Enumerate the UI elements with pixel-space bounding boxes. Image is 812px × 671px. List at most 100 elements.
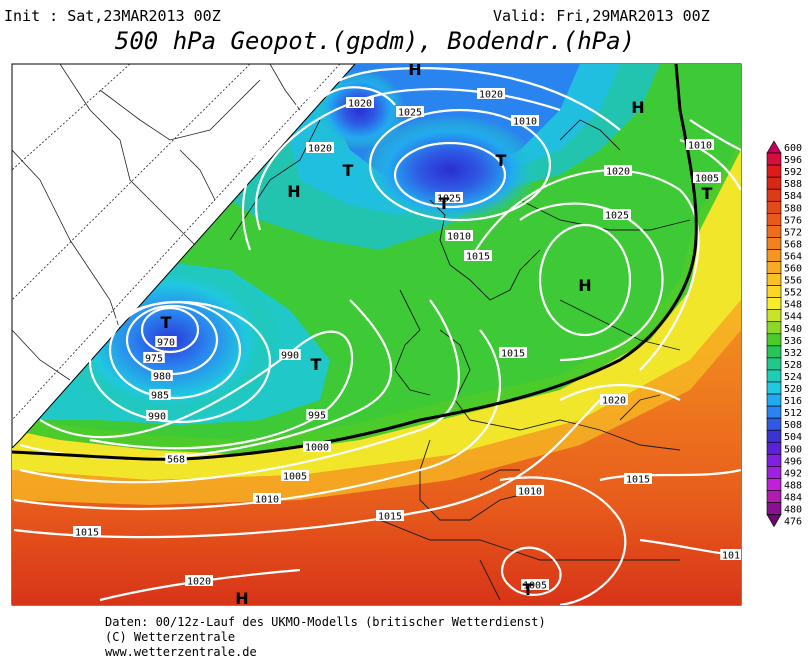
low-pressure-center: T <box>702 184 713 203</box>
legend-label: 572 <box>784 227 802 238</box>
legend-label: 524 <box>784 372 802 383</box>
legend-swatch <box>766 237 782 250</box>
pressure-label: 1020 <box>606 167 630 178</box>
pressure-label-bg <box>155 336 177 347</box>
pressure-label: 1020 <box>479 90 503 101</box>
legend-swatch <box>766 261 782 274</box>
high-pressure-center: H <box>578 276 591 295</box>
legend-swatch <box>766 140 782 154</box>
legend-label: 480 <box>784 505 802 516</box>
legend-label: 592 <box>784 167 802 178</box>
pressure-label-bg <box>693 172 721 183</box>
legend-swatch <box>766 285 782 298</box>
legend-swatch <box>766 478 782 491</box>
pressure-label-bg <box>281 470 309 481</box>
pressure-label-bg <box>435 192 463 203</box>
legend-label: 576 <box>784 215 802 226</box>
pressure-label-bg <box>165 453 187 464</box>
pressure-label-bg <box>686 139 714 150</box>
legend-label: 492 <box>784 468 802 479</box>
pressure-label-bg <box>146 410 168 421</box>
pressure-label: 995 <box>308 411 326 422</box>
legend-label: 596 <box>784 155 802 166</box>
legend-label: 520 <box>784 384 802 395</box>
legend-label: 516 <box>784 396 802 407</box>
pressure-label: 1005 <box>695 174 719 185</box>
legend-swatch <box>766 273 782 286</box>
legend-swatch <box>766 200 782 214</box>
pressure-label: 1025 <box>605 211 629 222</box>
legend-swatch <box>766 225 782 238</box>
low-pressure-center: T <box>311 355 322 374</box>
pressure-label: 1015 <box>378 512 402 523</box>
pressure-label: 1015 <box>466 252 490 263</box>
pressure-label: 990 <box>281 351 299 362</box>
legend-swatch <box>766 393 782 407</box>
pressure-label-bg <box>720 549 741 560</box>
pressure-label: 1025 <box>437 194 461 205</box>
pressure-label: 1020 <box>348 99 372 110</box>
legend-swatch <box>766 309 782 323</box>
low-pressure-center: T <box>439 194 450 213</box>
legend-swatch <box>766 441 782 455</box>
legend-label: 556 <box>784 276 802 287</box>
legend-swatch <box>766 453 782 467</box>
pressure-label: 1020 <box>308 144 332 155</box>
legend-swatch <box>766 249 782 262</box>
pressure-label: 1020 <box>187 577 211 588</box>
pressure-centers: H T H T T H T H T T T H <box>161 64 713 608</box>
pressure-label-bg <box>511 115 539 126</box>
legend-label: 560 <box>784 264 802 275</box>
pressure-label-bg <box>149 389 171 400</box>
pressure-label-bg <box>477 88 505 99</box>
legend-swatch <box>766 381 782 395</box>
legend-swatch <box>766 213 782 226</box>
low-pressure-center: T <box>523 580 534 599</box>
legend-swatch <box>766 357 782 371</box>
pressure-label-bg <box>303 441 331 452</box>
pressure-label-bg <box>73 526 101 537</box>
legend-label: 540 <box>784 324 802 335</box>
legend-swatch <box>766 502 782 515</box>
legend-swatch <box>766 297 782 310</box>
legend-label: 600 <box>784 143 802 154</box>
legend-swatch <box>766 369 782 383</box>
legend-label: 552 <box>784 288 802 299</box>
pressure-label: 980 <box>153 372 171 383</box>
legend-label: 584 <box>784 191 802 202</box>
legend-label: 528 <box>784 360 802 371</box>
legend-swatch <box>766 176 782 190</box>
pressure-label-bg <box>499 347 527 358</box>
legend-swatch <box>766 417 782 431</box>
legend-swatch <box>766 321 782 335</box>
legend-label: 496 <box>784 456 802 467</box>
legend-label: 568 <box>784 239 802 250</box>
legend-label: 544 <box>784 312 802 323</box>
legend-label: 500 <box>784 444 802 455</box>
pressure-label-bg <box>253 493 281 504</box>
pressure-label-bg <box>516 485 544 496</box>
legend-swatch <box>766 490 782 503</box>
pressure-label: 568 <box>167 455 185 466</box>
pressure-label-bg <box>376 510 404 521</box>
legend-label: 580 <box>784 203 802 214</box>
pressure-label-bg <box>603 209 631 220</box>
pressure-label: 1015 <box>75 528 99 539</box>
legend-label: 548 <box>784 300 802 311</box>
pressure-label-bg <box>624 473 652 484</box>
high-pressure-center: H <box>235 589 248 608</box>
legend-swatch <box>766 429 782 443</box>
pressure-label-bg <box>396 106 424 117</box>
low-pressure-center: T <box>343 161 354 180</box>
legend-swatch <box>766 188 782 202</box>
legend-swatch <box>766 164 782 178</box>
legend-swatch <box>766 345 782 359</box>
pressure-label-bg <box>346 97 374 108</box>
pressure-label-bg <box>306 142 334 153</box>
legend-swatch <box>766 514 782 528</box>
map-title: 500 hPa Geopot.(gpdm), Bodendr.(hPa) <box>114 27 636 55</box>
low-pressure-center: T <box>496 151 507 170</box>
legend-swatch <box>766 333 782 347</box>
pressure-label: 1005 <box>523 581 547 592</box>
